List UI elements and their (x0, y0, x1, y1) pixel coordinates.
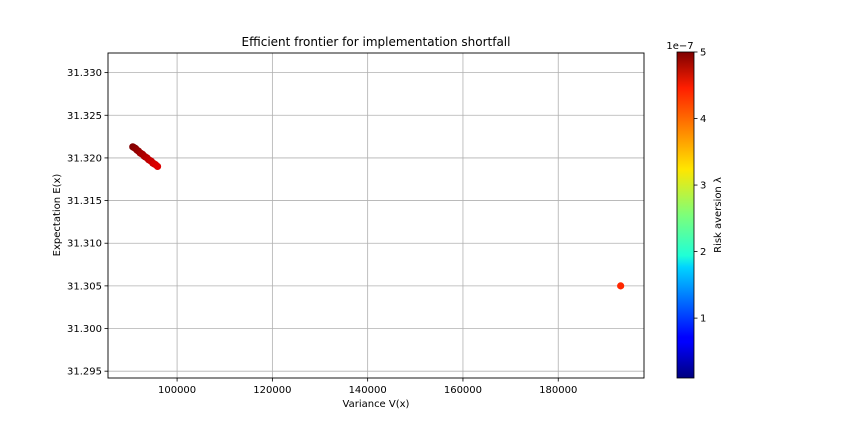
y-tick-label: 31.300 (67, 324, 102, 335)
y-tick-label: 31.310 (67, 239, 102, 250)
colorbar-tick-label: 4 (700, 114, 706, 125)
y-tick-label: 31.330 (67, 68, 102, 79)
x-axis-ticks: 100000 120000 140000 160000 180000 (158, 378, 577, 396)
chart-title: Efficient frontier for implementation sh… (242, 35, 511, 49)
x-tick-label: 100000 (158, 385, 196, 396)
colorbar-offset-text: 1e−7 (666, 41, 693, 52)
data-point (153, 162, 162, 171)
colorbar-tick-label: 5 (700, 48, 706, 59)
y-tick-label: 31.295 (67, 367, 102, 378)
y-tick-label: 31.320 (67, 153, 102, 164)
colorbar-tick-label: 1 (700, 314, 706, 325)
y-tick-label: 31.325 (67, 111, 102, 122)
colorbar (676, 51, 695, 379)
x-axis-label: Variance V(x) (343, 399, 410, 410)
grid-lines (108, 53, 644, 378)
y-tick-label: 31.305 (67, 281, 102, 292)
x-tick-label: 180000 (539, 385, 577, 396)
colorbar-tick-label: 2 (700, 247, 706, 258)
x-tick-label: 120000 (253, 385, 291, 396)
plot-frame (107, 52, 645, 379)
y-axis-label: Expectation E(x) (52, 174, 63, 257)
data-points (129, 143, 625, 290)
x-tick-label: 160000 (444, 385, 482, 396)
colorbar-ticks: 1 2 3 4 5 (694, 48, 706, 325)
data-point (617, 282, 625, 290)
y-axis-ticks: 31.295 31.300 31.305 31.310 31.315 31.320 31.3… (67, 68, 108, 378)
colorbar-label: Risk aversion λ (713, 177, 724, 253)
x-tick-label: 140000 (349, 385, 387, 396)
colorbar-tick-label: 3 (700, 181, 706, 192)
y-tick-label: 31.315 (67, 196, 102, 207)
